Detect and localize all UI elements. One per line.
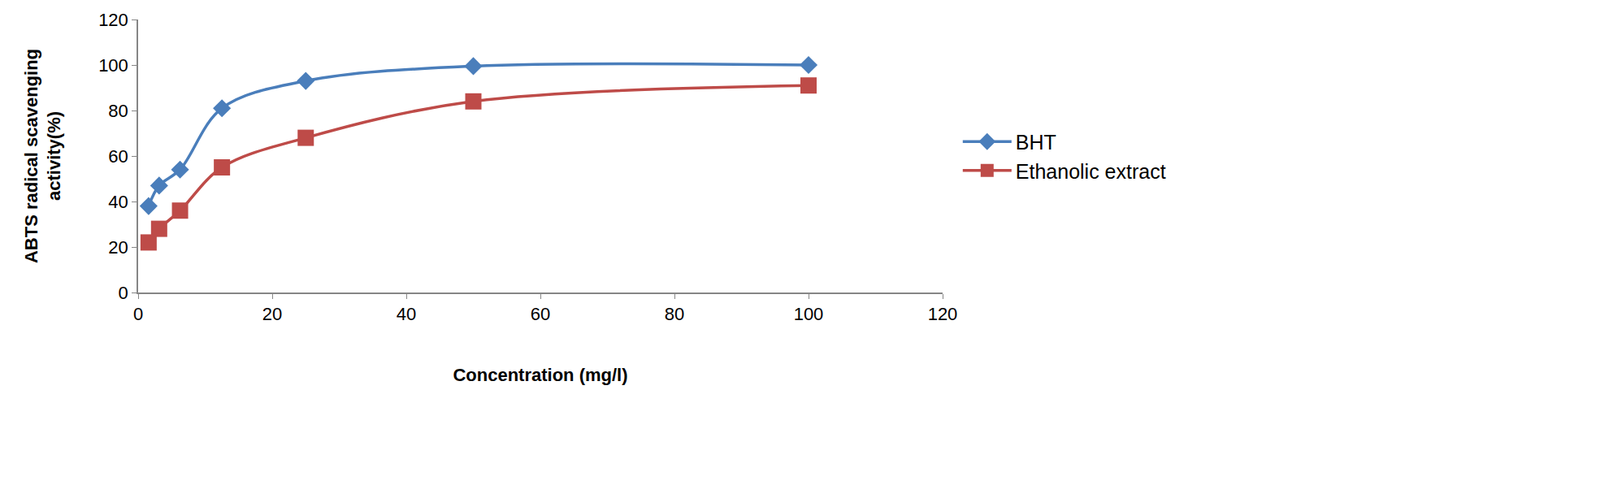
svg-text:100: 100 <box>793 303 824 325</box>
svg-text:40: 40 <box>108 191 128 213</box>
svg-text:120: 120 <box>98 9 129 31</box>
svg-text:Concentration (mg/l): Concentration (mg/l) <box>452 364 628 386</box>
svg-text:80: 80 <box>664 303 685 325</box>
svg-text:20: 20 <box>108 237 128 258</box>
svg-text:60: 60 <box>108 146 128 167</box>
svg-text:Ethanolic extract: Ethanolic extract <box>1015 160 1167 183</box>
svg-text:20: 20 <box>262 303 282 325</box>
svg-text:100: 100 <box>98 55 129 76</box>
svg-text:80: 80 <box>108 100 128 122</box>
svg-text:40: 40 <box>396 303 417 325</box>
svg-text:BHT: BHT <box>1015 130 1057 154</box>
svg-text:0: 0 <box>118 282 129 304</box>
svg-text:0: 0 <box>133 303 144 325</box>
svg-text:60: 60 <box>530 303 551 325</box>
svg-text:ABTS radical scavengingactivit: ABTS radical scavengingactivity(%) <box>21 48 66 264</box>
svg-text:120: 120 <box>927 303 959 325</box>
